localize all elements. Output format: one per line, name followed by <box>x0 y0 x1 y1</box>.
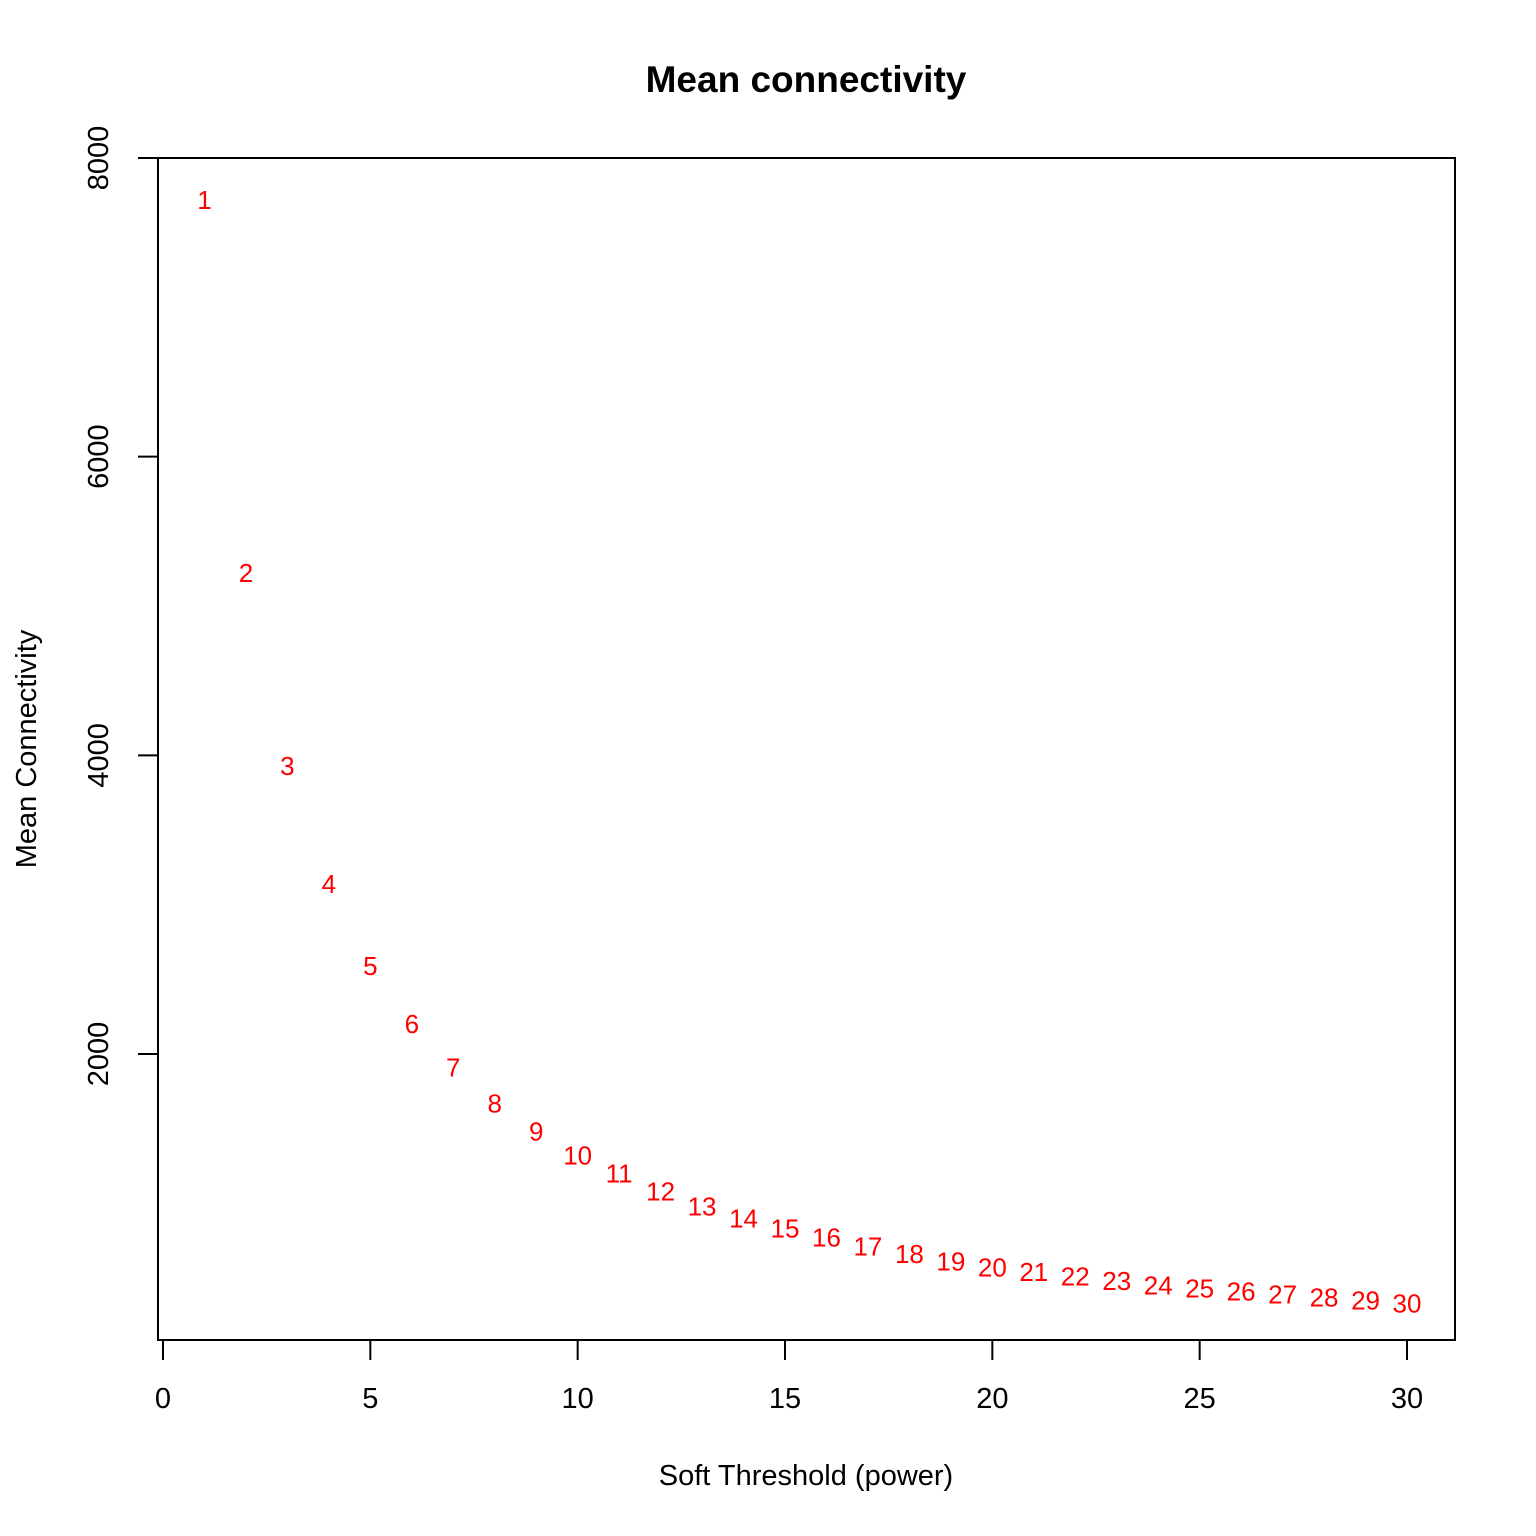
point-label: 12 <box>646 1176 675 1206</box>
point-label: 8 <box>487 1088 501 1118</box>
point-label: 10 <box>563 1141 592 1171</box>
point-label: 9 <box>529 1117 543 1147</box>
y-tick-label: 2000 <box>83 1022 115 1087</box>
x-tick-label: 0 <box>155 1383 171 1415</box>
y-tick-label: 6000 <box>83 424 115 489</box>
x-tick-label: 10 <box>562 1383 594 1415</box>
point-label: 24 <box>1144 1270 1173 1300</box>
x-tick-label: 30 <box>1391 1383 1423 1415</box>
y-tick-label: 8000 <box>83 126 115 191</box>
point-label: 13 <box>688 1191 717 1221</box>
x-tick-label: 20 <box>976 1383 1008 1415</box>
point-label: 1 <box>197 185 211 215</box>
point-label: 11 <box>606 1158 633 1188</box>
plot-frame <box>157 157 1456 1341</box>
point-label: 17 <box>853 1232 882 1262</box>
y-tick-label: 4000 <box>83 723 115 788</box>
point-label: 6 <box>405 1009 419 1039</box>
point-label: 15 <box>771 1214 800 1244</box>
point-label: 2 <box>239 558 253 588</box>
x-tick-label: 25 <box>1184 1383 1216 1415</box>
point-label: 27 <box>1268 1279 1297 1309</box>
point-label: 21 <box>1019 1257 1048 1287</box>
point-label: 19 <box>936 1247 965 1277</box>
point-label: 7 <box>446 1052 460 1082</box>
point-label: 16 <box>812 1223 841 1253</box>
point-label: 20 <box>978 1253 1007 1283</box>
point-label: 3 <box>280 751 294 781</box>
y-axis-label: Mean Connectivity <box>11 629 43 868</box>
x-tick-label: 15 <box>769 1383 801 1415</box>
point-label: 18 <box>895 1239 924 1269</box>
y-axis: 2000 4000 6000 8000 <box>83 126 159 1087</box>
x-axis-label: Soft Threshold (power) <box>659 1460 953 1492</box>
point-label: 22 <box>1061 1262 1090 1292</box>
x-axis: 0 5 10 15 20 25 30 <box>155 1339 1423 1415</box>
point-label: 28 <box>1310 1282 1339 1312</box>
point-label: 26 <box>1227 1276 1256 1306</box>
point-label: 30 <box>1393 1288 1422 1318</box>
point-label: 29 <box>1351 1285 1380 1315</box>
point-label: 14 <box>729 1203 758 1233</box>
chart-title: Mean connectivity <box>646 59 967 100</box>
point-label: 23 <box>1102 1266 1131 1296</box>
point-label: 5 <box>363 951 377 981</box>
point-label: 4 <box>322 869 336 899</box>
point-label: 25 <box>1185 1273 1214 1303</box>
x-tick-label: 5 <box>362 1383 378 1415</box>
